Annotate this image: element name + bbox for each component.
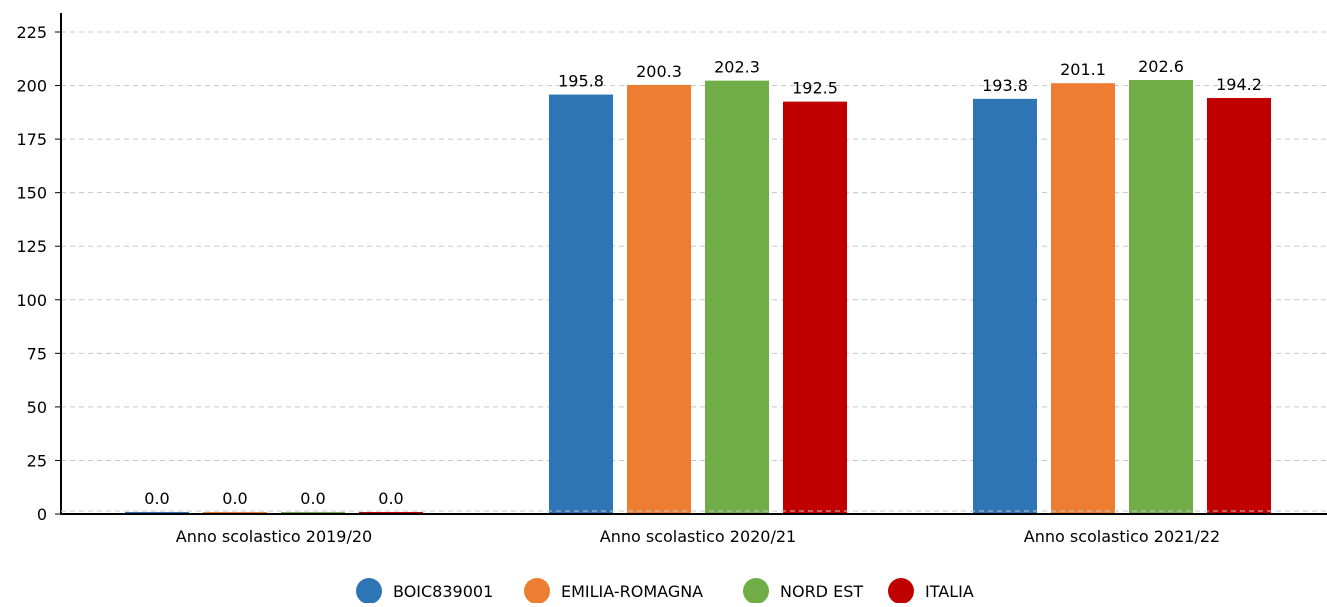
- legend-swatch: [888, 578, 914, 604]
- data-label: 200.3: [636, 62, 682, 81]
- x-tick-label: Anno scolastico 2019/20: [176, 527, 372, 546]
- y-tick-label: 225: [16, 23, 47, 42]
- data-label: 0.0: [378, 489, 403, 508]
- y-tick-label: 50: [27, 398, 47, 417]
- y-tick-label: 25: [27, 451, 47, 470]
- y-tick-label: 175: [16, 130, 47, 149]
- data-labels: 0.0 0.0 0.0 0.0 195.8 200.3 202.3 192.5 193.8 201…: [144, 57, 1262, 508]
- y-tick-label: 100: [16, 291, 47, 310]
- y-tick-label: 75: [27, 344, 47, 363]
- data-label: 195.8: [558, 72, 604, 91]
- y-tick-label: 0: [37, 505, 47, 524]
- bars: [125, 79, 1271, 515]
- legend-label: EMILIA-ROMAGNA: [561, 582, 703, 601]
- bar: [973, 98, 1037, 514]
- legend-label: BOIC839001: [393, 582, 493, 601]
- bar: [1051, 83, 1115, 515]
- data-label: 201.1: [1060, 60, 1106, 79]
- x-tick-label: Anno scolastico 2020/21: [600, 527, 796, 546]
- data-label: 0.0: [144, 489, 169, 508]
- bar: [627, 84, 691, 514]
- data-label: 192.5: [792, 79, 838, 98]
- y-tick-label: 150: [16, 184, 47, 203]
- data-label: 0.0: [300, 489, 325, 508]
- data-label: 202.3: [714, 58, 760, 77]
- y-tick-label: 125: [16, 237, 47, 256]
- legend-label: NORD EST: [780, 582, 863, 601]
- legend-label: ITALIA: [925, 582, 974, 601]
- y-tick-label: 200: [16, 77, 47, 96]
- data-label: 0.0: [222, 489, 247, 508]
- bar: [783, 101, 847, 514]
- gridlines: [61, 31, 1327, 461]
- legend-swatch: [524, 578, 550, 604]
- data-label: 193.8: [982, 76, 1028, 95]
- bar: [705, 80, 769, 514]
- legend-swatch: [356, 578, 382, 604]
- legend: BOIC839001 EMILIA-ROMAGNA NORD EST ITALIA: [356, 578, 974, 604]
- bar: [1129, 79, 1193, 514]
- axes: [60, 13, 1327, 515]
- data-label: 194.2: [1216, 75, 1262, 94]
- x-tick-label: Anno scolastico 2021/22: [1024, 527, 1220, 546]
- bar: [1207, 97, 1271, 515]
- data-label: 202.6: [1138, 57, 1184, 76]
- y-axis-ticks: 0 25 50 75 100 125 150 175 200 225: [16, 23, 61, 524]
- legend-swatch: [743, 578, 769, 604]
- bar: [549, 94, 613, 514]
- x-axis-labels: Anno scolastico 2019/20 Anno scolastico 2…: [176, 527, 1220, 546]
